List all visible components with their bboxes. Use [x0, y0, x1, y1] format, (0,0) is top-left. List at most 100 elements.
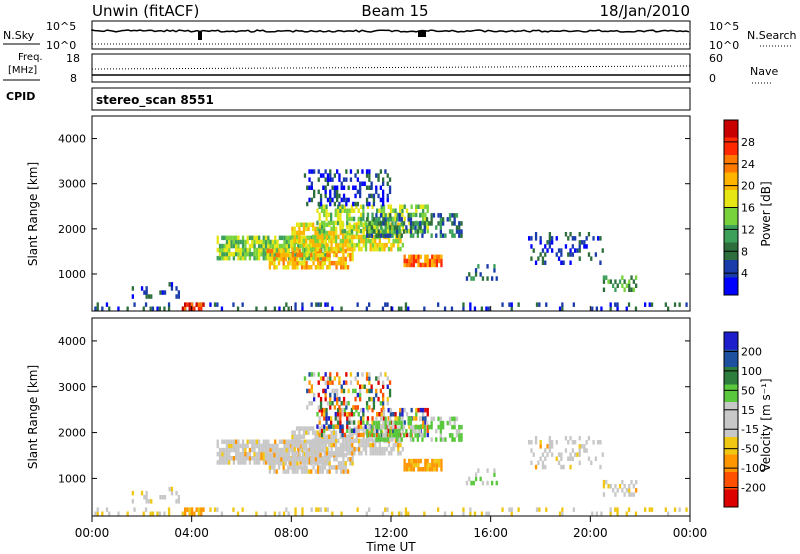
- velocity-cell: [320, 460, 323, 465]
- power-cell: [300, 265, 304, 270]
- power-cell: [400, 221, 403, 226]
- power-cell: [342, 193, 346, 199]
- velocity-cell: [343, 432, 347, 438]
- power-cell: [374, 234, 377, 240]
- velocity-cell: [664, 507, 667, 512]
- power-cell: [307, 222, 310, 227]
- velocity-cell: [273, 461, 276, 466]
- power-cell: [341, 246, 345, 252]
- velocity-cell: [330, 442, 333, 448]
- power-cell: [416, 233, 419, 238]
- velocity-cell: [193, 511, 196, 516]
- velocity-cell: [368, 424, 371, 430]
- power-cell: [404, 302, 408, 307]
- velocity-cell: [545, 507, 548, 512]
- power-cell: [351, 242, 354, 248]
- power-cell: [253, 247, 256, 253]
- velocity-cell: [442, 424, 445, 430]
- velocity-cell: [267, 439, 270, 444]
- velocity-cell: [291, 446, 294, 452]
- velocity-cell: [377, 420, 380, 426]
- power-cell: [253, 243, 256, 249]
- power-cell: [403, 258, 406, 264]
- power-cell: [302, 242, 306, 248]
- velocity-cell: [273, 465, 276, 470]
- power-cell: [562, 260, 565, 265]
- velocity-cell: [451, 437, 454, 442]
- velocity-cell: [334, 424, 337, 429]
- power-cell: [367, 238, 370, 244]
- velocity-cell: [409, 429, 413, 434]
- power-cell: [228, 239, 231, 245]
- power-cell: [251, 235, 254, 241]
- power-cell: [398, 229, 401, 234]
- power-cell: [316, 220, 319, 226]
- power-cell: [223, 255, 226, 261]
- power-cell: [96, 306, 99, 311]
- power-cell: [313, 169, 316, 174]
- power-cell: [352, 201, 355, 207]
- power-cell: [630, 275, 633, 280]
- velocity-cell: [216, 507, 219, 512]
- velocity-cell: [351, 461, 354, 466]
- velocity-cell: [315, 507, 318, 512]
- power-cell: [108, 306, 111, 311]
- power-cell: [605, 275, 608, 280]
- velocity-cell: [276, 443, 279, 449]
- nave-top-tick: 60: [709, 52, 723, 65]
- velocity-cell: [410, 407, 413, 413]
- velocity-cell: [412, 437, 415, 442]
- power-cell: [355, 226, 358, 232]
- velocity-cell: [350, 407, 353, 413]
- velocity-cell: [287, 469, 290, 474]
- power-cell: [422, 216, 425, 222]
- power-cell: [392, 238, 395, 244]
- velocity-cell: [277, 452, 281, 458]
- velocity-cell: [354, 388, 357, 394]
- velocity-cell: [562, 464, 565, 470]
- velocity-cell: [167, 511, 171, 516]
- velocity-cell: [287, 452, 290, 458]
- velocity-cell: [392, 442, 395, 448]
- velocity-cell: [319, 376, 323, 381]
- velocity-cell: [458, 424, 461, 430]
- velocity-cell: [548, 440, 551, 445]
- power-cell: [495, 276, 498, 281]
- velocity-cell: [419, 429, 422, 434]
- power-cell: [390, 242, 393, 248]
- velocity-cell: [377, 376, 380, 381]
- power-cell: [435, 262, 438, 268]
- power-cell: [350, 224, 353, 230]
- velocity-cell: [251, 443, 254, 449]
- velocity-cell: [329, 405, 332, 410]
- power-cell: [360, 246, 363, 252]
- velocity-cell: [393, 433, 396, 438]
- velocity-cell: [317, 469, 320, 474]
- velocity-cell: [329, 392, 332, 398]
- power-cell: [400, 217, 403, 222]
- power-cell: [278, 243, 281, 249]
- velocity-cell: [274, 447, 277, 453]
- power-cell: [312, 222, 315, 227]
- power-cell: [235, 243, 238, 249]
- velocity-cell: [303, 376, 307, 381]
- power-cell: [451, 229, 454, 234]
- power-cell: [410, 258, 413, 264]
- power-cell: [510, 306, 513, 311]
- power-cell: [287, 239, 291, 245]
- velocity-cell: [560, 464, 563, 470]
- power-cell: [458, 229, 461, 234]
- power-cell: [312, 242, 315, 248]
- power-cell: [548, 232, 551, 237]
- power-cell: [609, 279, 612, 284]
- velocity-cell: [314, 457, 317, 462]
- velocity-cell: [163, 495, 167, 500]
- power-cell: [305, 246, 308, 252]
- power-cell: [362, 242, 365, 248]
- power-cell: [156, 306, 159, 311]
- colorbar-swatch: [724, 472, 738, 490]
- velocity-cell: [281, 439, 284, 444]
- velocity-cell: [405, 462, 409, 468]
- velocity-cell: [241, 447, 245, 453]
- velocity-cell: [145, 490, 148, 496]
